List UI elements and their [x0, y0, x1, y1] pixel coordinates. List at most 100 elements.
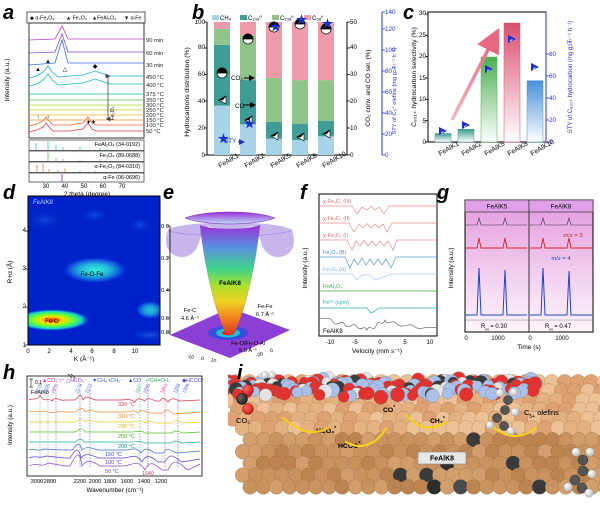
svg-text:Fe-C: Fe-C: [184, 308, 196, 314]
svg-text:Fe-O/Fe-O-Al: Fe-O/Fe-O-Al: [231, 341, 265, 347]
svg-text:STY of C₈₃₁₊ hydrocarbon (mg g: STY of C₈₃₁₊ hydrocarbon (mg gↄ₮›⁻¹ h⁻¹): [568, 21, 574, 133]
svg-text:R+α (Å): R+α (Å): [5, 261, 14, 284]
svg-text:▲ Fe₃O₄: ▲ Fe₃O₄: [66, 16, 87, 22]
svg-text:↑: ↑: [47, 115, 50, 121]
svg-text:χ-Fe₅C₂ (I): χ-Fe₅C₂ (I): [323, 233, 348, 239]
svg-text:▼CH₄ •CH₆⁻: ▼CH₄ •CH₆⁻: [92, 378, 123, 384]
svg-text:★: ★: [271, 22, 280, 33]
svg-text:6.7 Å⁻¹: 6.7 Å⁻¹: [256, 311, 274, 318]
svg-text:40: 40: [350, 44, 358, 51]
svg-text:5: 5: [403, 340, 407, 346]
svg-text:Velocity (mm s⁻¹): Velocity (mm s⁻¹): [352, 348, 402, 355]
svg-text:△: △: [63, 67, 68, 73]
svg-text:Fe³⁺ (spm): Fe³⁺ (spm): [323, 300, 349, 306]
svg-text:Intensity (a.u.): Intensity (a.u.): [4, 58, 11, 101]
svg-text:Intensity (a.u.): Intensity (a.u.): [448, 247, 455, 288]
svg-text:STY of C₅⁺ olefins (mg gↄ₮›⁻¹: STY of C₅⁺ olefins (mg gↄ₮›⁻¹ h⁻¹): [391, 47, 398, 134]
svg-text:▼ α-Fe: ▼ α-Fe: [124, 16, 141, 22]
svg-text:0: 0: [269, 348, 274, 355]
svg-text:1400: 1400: [138, 479, 151, 485]
svg-text:0: 0: [464, 336, 468, 342]
svg-text:FeAlK8: FeAlK8: [33, 200, 53, 206]
svg-text:0.0: 0.0: [161, 224, 169, 230]
svg-text:20: 20: [198, 125, 206, 132]
svg-text:1000: 1000: [555, 336, 569, 342]
svg-text:★: ★: [245, 119, 254, 130]
svg-text:150 °C: 150 °C: [105, 452, 122, 458]
svg-text:330 °C: 330 °C: [118, 402, 135, 408]
svg-text:1000: 1000: [491, 336, 505, 342]
svg-text:0: 0: [350, 152, 354, 159]
svg-text:0.2: 0.2: [161, 256, 169, 262]
svg-text:χ-Fe₅C₂ (II): χ-Fe₅C₂ (II): [323, 216, 350, 222]
svg-text:1200: 1200: [155, 479, 168, 485]
svg-text:4: 4: [69, 349, 73, 355]
svg-text:FeAl₂O₄: FeAl₂O₄: [323, 284, 342, 290]
svg-text:Fe₃O₄ (A): Fe₃O₄ (A): [323, 267, 346, 273]
svg-text:C₂₃ₐⁱⁱ: C₂₃ₐⁱⁱ: [280, 14, 293, 22]
svg-text:C₈₃₁₊ hydrocarbon selectivity: C₈₃₁₊ hydrocarbon selectivity (%): [411, 27, 418, 127]
svg-text:140: 140: [385, 9, 396, 16]
svg-text:20: 20: [350, 98, 358, 105]
svg-text:★: ★: [219, 134, 228, 145]
svg-text:2: 2: [47, 349, 51, 355]
svg-text:50 °C: 50 °C: [105, 469, 119, 475]
svg-text:40: 40: [549, 95, 557, 102]
svg-text:Fe₃O₄ (89-0688): Fe₃O₄ (89-0688): [99, 153, 140, 159]
svg-text:FeAlK1: FeAlK1: [438, 140, 461, 157]
svg-text:30: 30: [419, 10, 427, 17]
svg-text:↑: ↑: [37, 115, 40, 121]
svg-text:2000: 2000: [89, 479, 102, 485]
svg-text:▲: ▲: [45, 59, 51, 65]
svg-text:CO₂ conv. and CO sel. (%): CO₂ conv. and CO sel. (%): [365, 49, 372, 126]
svg-text:30: 30: [350, 71, 358, 78]
svg-text:0: 0: [378, 340, 382, 346]
svg-text:Intensity (a.u.): Intensity (a.u.): [302, 247, 309, 288]
svg-text:m/z = 3: m/z = 3: [563, 233, 582, 239]
svg-text:◆: ◆: [93, 64, 98, 70]
svg-text:Fe-O: Fe-O: [45, 319, 59, 325]
svg-text:6: 6: [90, 349, 94, 355]
svg-text:10: 10: [132, 349, 139, 355]
svg-text:CH₄: CH₄: [220, 16, 232, 22]
svg-text:CO₂: CO₂: [231, 75, 243, 82]
svg-text:50: 50: [350, 19, 358, 26]
svg-text:3000: 3000: [31, 479, 44, 485]
svg-text:◆ α-Fe₂O₃: ◆ α-Fe₂O₃: [30, 16, 54, 22]
svg-text:CO₂: CO₂: [236, 416, 250, 425]
svg-text:Intensity (a.u.): Intensity (a.u.): [7, 405, 14, 445]
svg-text:120: 120: [385, 26, 396, 33]
svg-text:α-Fe₂O₃ (84-0310): α-Fe₂O₃ (84-0310): [95, 164, 141, 170]
svg-text:4.6 Å⁻¹: 4.6 Å⁻¹: [181, 315, 199, 322]
svg-text:20: 20: [549, 117, 557, 124]
svg-text:Fe₂O₃: Fe₂O₃: [110, 106, 116, 120]
svg-text:250 °C: 250 °C: [118, 434, 135, 440]
svg-text:0: 0: [422, 139, 426, 146]
svg-text:5: 5: [422, 118, 426, 125]
svg-text:Wavenumber (cm⁻¹): Wavenumber (cm⁻¹): [87, 487, 144, 494]
svg-text:-20: -20: [255, 351, 264, 359]
svg-text:-5: -5: [352, 340, 358, 346]
svg-text:Time (s): Time (s): [517, 344, 541, 351]
svg-text:C₅ₐⁱⁱ: C₅ₐⁱⁱ: [312, 14, 323, 22]
svg-text:•²CH=CH₂: •²CH=CH₂: [146, 378, 170, 384]
svg-text:15: 15: [419, 75, 427, 82]
svg-text:FeAl₂O₄ (34-0192): FeAl₂O₄ (34-0192): [95, 142, 141, 148]
svg-text:Fe-Fe: Fe-Fe: [258, 304, 273, 310]
svg-text:80: 80: [198, 44, 206, 51]
svg-text:✦✦: ✦✦: [86, 119, 96, 126]
svg-text:FeAlK8: FeAlK8: [323, 329, 343, 335]
svg-text:FeAlK5: FeAlK5: [484, 140, 507, 157]
svg-text:60 min: 60 min: [146, 51, 163, 57]
svg-text:C₂₃ₐ⁰: C₂₃ₐ⁰: [248, 15, 262, 22]
svg-text:0: 0: [385, 152, 389, 159]
svg-text:400 °C: 400 °C: [146, 83, 164, 89]
svg-text:1800: 1800: [104, 479, 117, 485]
svg-text:FeAlK8: FeAlK8: [430, 456, 454, 463]
svg-text:FeAlK2: FeAlK2: [461, 140, 484, 157]
svg-text:FeAlK8: FeAlK8: [507, 140, 530, 157]
svg-text:χ-Fe₅C₂ (III): χ-Fe₅C₂ (III): [323, 199, 351, 205]
svg-text:Fe₃O₄ (B): Fe₃O₄ (B): [323, 250, 346, 256]
svg-text:0.8: 0.8: [161, 330, 169, 336]
svg-text:0: 0: [528, 336, 532, 342]
